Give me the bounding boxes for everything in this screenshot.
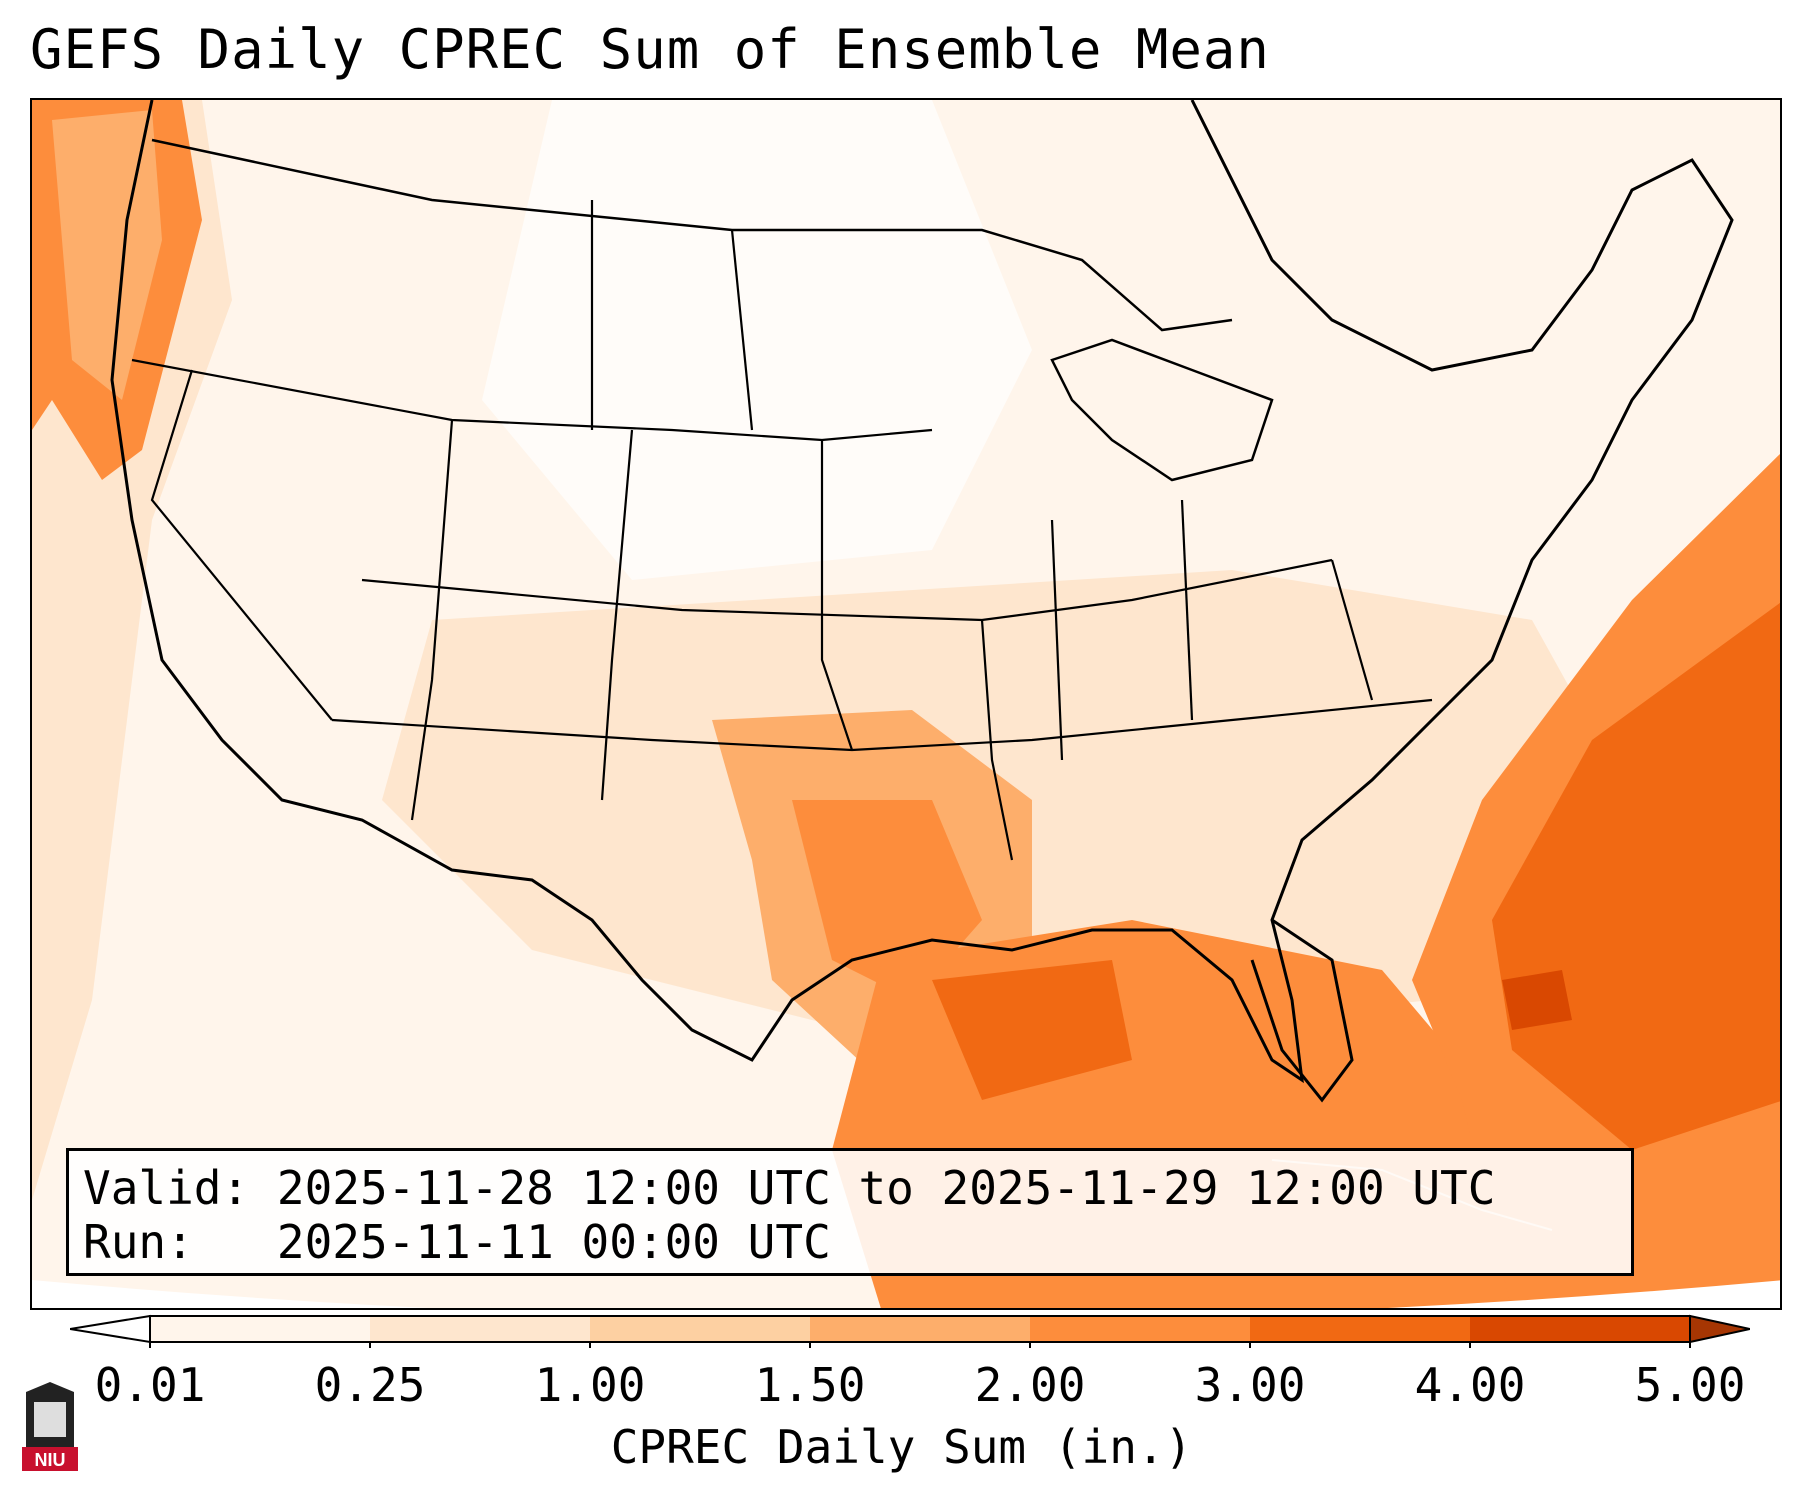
projection-edge (32, 1280, 1780, 1308)
colorbar-tick-label: 1.00 (534, 1358, 646, 1412)
colorbar-tick-label: 3.00 (1194, 1358, 1306, 1412)
colorbar-segment (1250, 1316, 1470, 1342)
chart-title: GEFS Daily CPREC Sum of Ensemble Mean (30, 18, 1270, 81)
colorbar-extend-low (70, 1314, 151, 1344)
state-lines (131, 200, 1433, 861)
run-value: 2025-11-11 00:00 UTC (276, 1215, 831, 1269)
colorbar-tick-label: 1.50 (754, 1358, 866, 1412)
us-outline (110, 100, 1734, 1084)
florida-outline (1250, 918, 1354, 1103)
colorbar-segment (810, 1316, 1030, 1342)
precip-texas (792, 800, 982, 1000)
colorbar-segment (150, 1316, 370, 1342)
colorbar-tick-label: 5.00 (1634, 1358, 1746, 1412)
canada-border (151, 138, 1233, 332)
colorbar-segment (370, 1316, 590, 1342)
valid-label: Valid: (83, 1161, 250, 1215)
logo-roof (26, 1382, 74, 1392)
precip-gulf-core (932, 960, 1132, 1100)
colorbar-label: CPREC Daily Sum (in.) (610, 1420, 1193, 1474)
run-info-box: Valid: 2025-11-28 12:00 UTC to 2025-11-2… (66, 1148, 1634, 1276)
run-label: Run: (83, 1215, 194, 1269)
great-lakes (1050, 338, 1274, 482)
colorbar-tick-label: 2.00 (974, 1358, 1086, 1412)
niu-logo: NIU (22, 1382, 78, 1471)
colorbar-tick-label: 0.25 (314, 1358, 426, 1412)
colorbar-segment (1030, 1316, 1250, 1342)
colorbar-extend-high (1689, 1314, 1750, 1344)
map-canvas (32, 100, 1780, 1308)
colorbar-segment (590, 1316, 810, 1342)
precip-map (30, 98, 1782, 1310)
colorbar-tick-label: 4.00 (1414, 1358, 1526, 1412)
logo-window (34, 1402, 66, 1437)
colorbar-outline (149, 1315, 1691, 1343)
logo-banner (22, 1447, 78, 1471)
colorbar (70, 1314, 1750, 1348)
logo-text: NIU (35, 1450, 66, 1470)
colorbar-tick-label: 0.01 (94, 1358, 206, 1412)
colorbar-segment (1470, 1316, 1690, 1342)
valid-value: 2025-11-28 12:00 UTC to 2025-11-29 12:00… (276, 1161, 1496, 1215)
precip-atlantic-max (1502, 970, 1572, 1030)
